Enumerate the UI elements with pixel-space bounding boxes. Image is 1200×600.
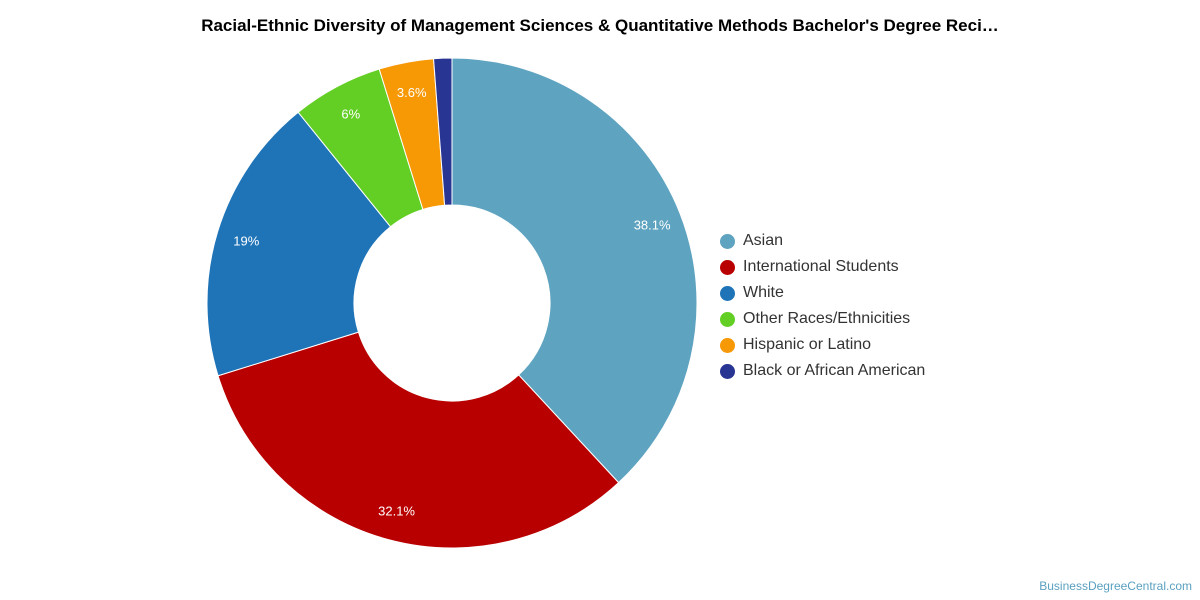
legend-label: Hispanic or Latino: [743, 336, 872, 353]
data-label: 19%: [233, 233, 259, 248]
legend-label: Asian: [743, 232, 784, 249]
legend-item[interactable]: Hispanic or Latino: [720, 332, 925, 358]
legend-swatch: [720, 337, 735, 353]
slice-black-or-african-american: [433, 57, 453, 206]
data-label: 6%: [341, 106, 360, 121]
legend-swatch: [720, 311, 735, 327]
legend-item[interactable]: Black or African American: [720, 358, 925, 384]
legend-swatch: [720, 233, 735, 249]
legend-label: White: [743, 284, 784, 301]
legend-swatch: [720, 285, 735, 301]
data-label: 32.1%: [378, 504, 415, 519]
slice-international-students: [217, 331, 620, 549]
slice-white: [206, 111, 392, 377]
legend-label: International Students: [743, 258, 899, 275]
legend-label: Black or African American: [743, 362, 926, 379]
slice-asian: [451, 57, 698, 484]
legend-item[interactable]: Asian: [720, 228, 925, 254]
legend-item[interactable]: White: [720, 280, 925, 306]
legend-swatch: [720, 363, 735, 379]
watermark: BusinessDegreeCentral.com: [1039, 579, 1192, 593]
chart-title: Racial-Ethnic Diversity of Management Sc…: [201, 16, 999, 35]
legend-item[interactable]: International Students: [720, 254, 925, 280]
legend-label: Other Races/Ethnicities: [743, 310, 911, 327]
legend-swatch: [720, 259, 735, 275]
legend-item[interactable]: Other Races/Ethnicities: [720, 306, 925, 332]
data-label: 3.6%: [397, 85, 427, 100]
legend: Asian International Students White Other Ra…: [720, 228, 925, 384]
data-label: 38.1%: [634, 217, 671, 232]
